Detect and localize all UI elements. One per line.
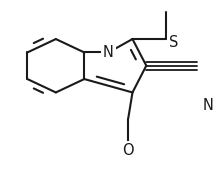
Text: N: N [203, 98, 214, 113]
Text: N: N [103, 45, 114, 60]
Text: S: S [169, 35, 178, 50]
Text: O: O [122, 143, 134, 158]
